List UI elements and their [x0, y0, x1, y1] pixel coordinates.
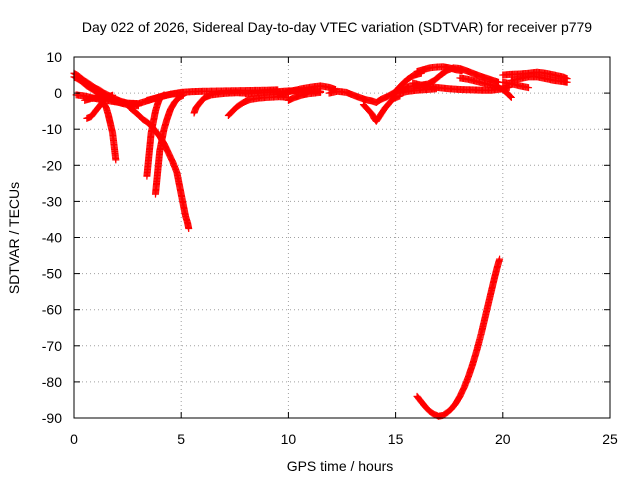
- grid-lines: [74, 57, 610, 418]
- x-tick-label: 15: [388, 431, 404, 447]
- y-tick-label: 0: [54, 85, 62, 101]
- data-point-marker: [112, 156, 120, 164]
- data-point-marker: [507, 93, 515, 101]
- series-arc-22: [456, 74, 515, 101]
- y-tick-label: -60: [42, 302, 62, 318]
- axis-ticks: [73, 56, 611, 419]
- chart-title: Day 022 of 2026, Sidereal Day-to-day VTE…: [82, 19, 592, 35]
- data-point-marker: [563, 78, 571, 86]
- y-tick-label: -20: [42, 157, 62, 173]
- series-arc-5: [81, 94, 120, 164]
- series-arc-14: [284, 88, 325, 104]
- x-tick-label: 20: [495, 431, 511, 447]
- axis-tick-labels: 0 5 10 15 20 25 10 0 -10 -20 -30 -40 -50 -60 -70 -80 -90: [42, 49, 618, 447]
- y-tick-label: 10: [46, 49, 62, 65]
- x-tick-label: 10: [281, 431, 297, 447]
- data-point-marker: [525, 84, 533, 92]
- series-arc-19: [413, 63, 466, 75]
- series-arc-11: [224, 93, 292, 119]
- x-tick-label: 0: [70, 431, 78, 447]
- series-arc-4: [83, 91, 117, 122]
- data-point-marker: [507, 93, 515, 101]
- y-axis-label: SDTVAR / TECUs: [6, 182, 22, 294]
- y-tick-label: -70: [42, 338, 62, 354]
- y-tick-label: -10: [42, 121, 62, 137]
- data-point-marker: [109, 91, 117, 99]
- y-tick-label: -40: [42, 230, 62, 246]
- series-arc-25: [499, 78, 533, 92]
- y-tick-label: -30: [42, 193, 62, 209]
- x-tick-label: 5: [177, 431, 185, 447]
- series-arc-10: [190, 89, 250, 117]
- y-tick-label: -80: [42, 374, 62, 390]
- x-axis-label: GPS time / hours: [287, 458, 394, 474]
- data-point-marker: [506, 92, 514, 100]
- x-tick-label: 25: [602, 431, 618, 447]
- data-point-marker: [458, 67, 466, 75]
- series-arc-8: [151, 91, 187, 198]
- data-point-marker: [185, 224, 193, 232]
- series-arc-26: [413, 255, 504, 420]
- y-tick-label: -90: [42, 410, 62, 426]
- data-point-marker: [496, 255, 504, 263]
- data-point-marker: [317, 88, 325, 96]
- data-series: [70, 63, 571, 420]
- series-arc-24: [507, 73, 571, 86]
- series-arc-16: [359, 92, 404, 125]
- y-tick-label: -50: [42, 266, 62, 282]
